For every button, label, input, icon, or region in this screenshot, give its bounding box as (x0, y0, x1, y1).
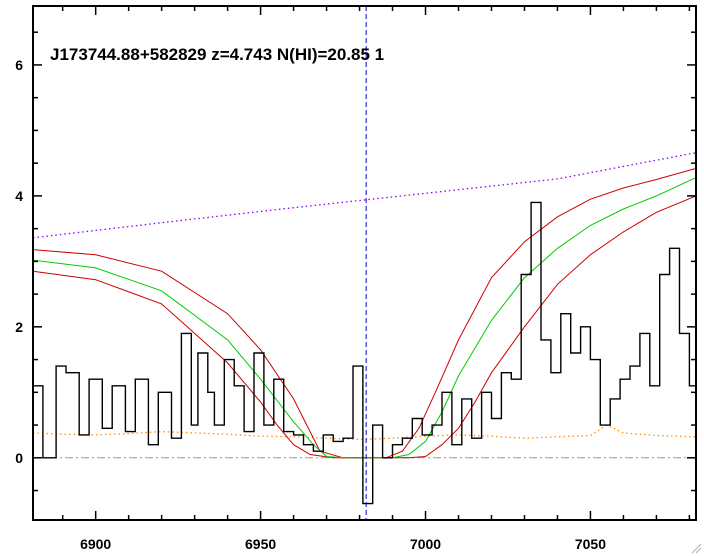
series-model-upper (33, 167, 696, 459)
x-tick-label: 7050 (575, 536, 606, 552)
axes-layer: 6900 6950 7000 7050 0 2 4 6 (15, 5, 697, 552)
series-model-best (33, 177, 696, 459)
x-tick-label: 6900 (80, 536, 111, 552)
x-tick-label: 6950 (245, 536, 276, 552)
resize-grip-icon[interactable] (690, 542, 702, 554)
x-tick-label: 7000 (410, 536, 441, 552)
chart-title: J173744.88+582829 z=4.743 N(HI)=20.85 1 (50, 45, 384, 64)
series-model-lower (33, 195, 696, 459)
y-tick-label: 2 (15, 319, 23, 335)
y-tick-label: 0 (15, 450, 23, 466)
plot-frame (32, 5, 697, 521)
y-tick-label: 6 (15, 57, 23, 73)
y-tick-label: 4 (15, 188, 23, 204)
series-error (33, 424, 696, 441)
series-continuum (33, 152, 696, 239)
series-layer (33, 6, 696, 520)
series-flux (33, 201, 696, 505)
